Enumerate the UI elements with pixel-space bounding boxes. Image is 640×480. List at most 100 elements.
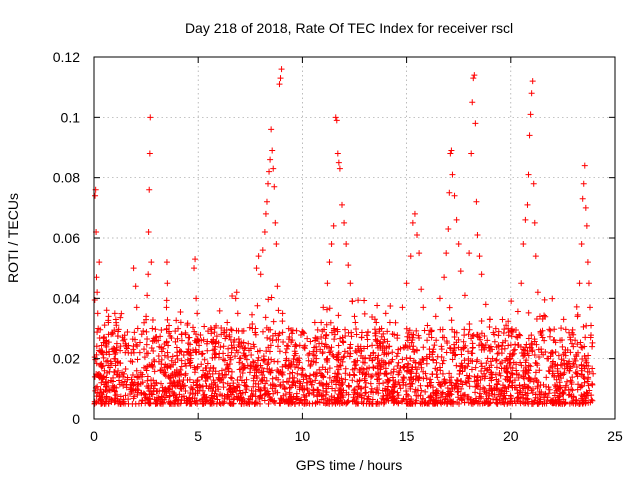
data-point	[389, 374, 396, 381]
data-point	[424, 337, 431, 344]
data-point	[186, 360, 193, 367]
data-point	[340, 354, 347, 361]
data-point	[112, 347, 119, 354]
data-point	[286, 384, 293, 391]
data-point	[547, 327, 554, 334]
data-point	[216, 307, 223, 314]
data-point	[367, 373, 374, 380]
data-point	[212, 368, 219, 375]
data-point	[357, 343, 364, 350]
data-point	[372, 330, 379, 337]
data-point	[131, 329, 138, 336]
data-point	[163, 339, 170, 346]
data-point	[449, 326, 456, 333]
data-point	[337, 362, 344, 369]
data-point	[130, 265, 137, 272]
data-point	[109, 382, 116, 389]
data-point	[478, 393, 485, 400]
data-point	[589, 397, 596, 404]
data-point	[539, 334, 546, 341]
data-point	[153, 400, 160, 407]
data-point	[105, 313, 112, 320]
data-point	[178, 331, 185, 338]
data-point	[352, 347, 359, 354]
data-point	[258, 364, 265, 371]
data-point	[486, 316, 493, 323]
data-point	[119, 369, 126, 376]
data-point	[461, 332, 468, 339]
data-point	[130, 395, 137, 402]
data-point	[420, 344, 427, 351]
data-point	[177, 400, 184, 407]
data-point	[442, 395, 449, 402]
data-point	[352, 358, 359, 365]
data-point	[461, 292, 468, 299]
data-point	[381, 351, 388, 358]
data-point	[165, 399, 172, 406]
data-point	[170, 361, 177, 368]
data-point	[266, 348, 273, 355]
data-point	[399, 356, 406, 363]
data-point	[162, 361, 169, 368]
data-point	[312, 359, 319, 366]
data-point	[182, 370, 189, 377]
data-point	[374, 356, 381, 363]
data-point	[531, 219, 538, 226]
data-point	[376, 375, 383, 382]
data-point	[271, 382, 278, 389]
data-point	[98, 379, 105, 386]
data-point	[573, 303, 580, 310]
data-point	[239, 328, 246, 335]
data-point	[492, 325, 499, 332]
data-point	[447, 388, 454, 395]
data-point	[395, 392, 402, 399]
data-point	[443, 250, 450, 257]
data-point	[362, 383, 369, 390]
data-point	[508, 370, 515, 377]
data-point	[521, 375, 528, 382]
data-point	[571, 355, 578, 362]
data-point	[570, 360, 577, 367]
data-point	[375, 360, 382, 367]
data-point	[223, 333, 230, 340]
data-point	[353, 331, 360, 338]
data-point	[505, 318, 512, 325]
data-point	[319, 328, 326, 335]
data-point	[363, 389, 370, 396]
data-point	[521, 347, 528, 354]
data-point	[216, 399, 223, 406]
data-point	[263, 198, 270, 205]
data-point	[255, 253, 262, 260]
data-point	[439, 389, 446, 396]
data-point	[277, 382, 284, 389]
data-point	[514, 334, 521, 341]
data-point	[505, 329, 512, 336]
data-point	[252, 399, 259, 406]
data-point	[98, 347, 105, 354]
data-point	[478, 360, 485, 367]
data-point	[407, 253, 414, 260]
data-point	[293, 393, 300, 400]
data-point	[400, 364, 407, 371]
data-point	[208, 381, 215, 388]
data-point	[279, 329, 286, 336]
data-point	[381, 370, 388, 377]
data-point	[161, 352, 168, 359]
data-point	[319, 382, 326, 389]
data-point	[431, 342, 438, 349]
data-point	[495, 332, 502, 339]
data-point	[491, 331, 498, 338]
data-point	[93, 351, 100, 358]
data-point	[436, 364, 443, 371]
data-point	[446, 189, 453, 196]
data-point	[390, 366, 397, 373]
data-point	[516, 331, 523, 338]
data-point	[107, 358, 114, 365]
data-point	[341, 219, 348, 226]
data-point	[146, 150, 153, 157]
data-point	[262, 314, 269, 321]
data-point	[255, 367, 262, 374]
data-point	[268, 126, 275, 133]
data-point	[139, 379, 146, 386]
data-point	[141, 346, 148, 353]
